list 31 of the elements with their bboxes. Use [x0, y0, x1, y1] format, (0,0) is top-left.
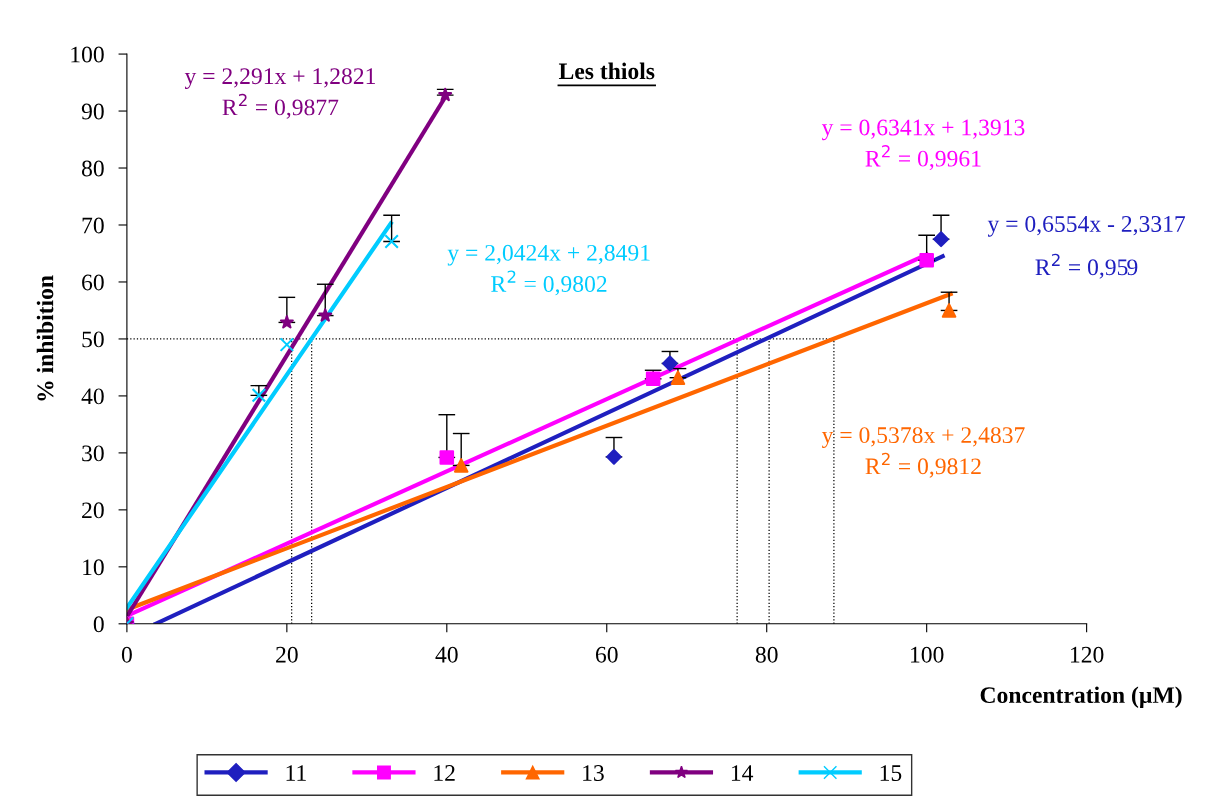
x-tick-label: 80 — [755, 646, 778, 663]
y-axis-title: % inhibition — [36, 275, 54, 401]
y-tick-label: 20 — [82, 502, 104, 519]
annotation: y = 2,0424x + 2,8491 R$^{2}$ = 0,9802 — [447, 244, 650, 296]
y-tick-label: 0 — [93, 616, 104, 633]
chart-title: Les thiols — [558, 62, 655, 80]
x-tick-label: 120 — [1070, 646, 1104, 663]
x-tick-label: 60 — [595, 646, 618, 663]
y-tick-label: 40 — [81, 388, 104, 405]
annotation: y = 0,5378x + 2,4837 R$^{2}$ = 0,9812 — [821, 427, 1025, 478]
y-tick-label: 60 — [82, 274, 104, 291]
x-tick-label: 20 — [276, 646, 298, 663]
legend-label: 11 — [286, 765, 306, 781]
legend-label: 14 — [731, 765, 754, 781]
y-tick-label: 80 — [81, 160, 104, 177]
legend-label: 12 — [434, 765, 455, 781]
x-tick-label: 100 — [911, 646, 944, 663]
legend-label: 15 — [880, 765, 902, 781]
y-tick-label: 50 — [82, 331, 104, 348]
y-tick-label: 70 — [82, 217, 104, 234]
y-tick-label: 30 — [82, 445, 104, 462]
annotation: y = 2,291x + 1,2821 R$^{2}$ = 0,9877 — [184, 68, 375, 119]
x-tick-label: 40 — [435, 646, 458, 663]
legend-label: 13 — [583, 765, 604, 781]
x-axis-title: Concentration (µM) — [980, 686, 1182, 708]
annotation: y = 0,6554x - 2,3317 R$^{2}$ = 0,959 — [987, 215, 1186, 279]
x-tick-label: 0 — [121, 646, 132, 663]
y-tick-label: 10 — [83, 559, 104, 576]
y-tick-label: 90 — [81, 103, 104, 120]
y-tick-label: 100 — [71, 46, 104, 63]
annotation: y = 0,6341x + 1,3913 R$^{2}$ = 0,9961 — [821, 119, 1025, 171]
